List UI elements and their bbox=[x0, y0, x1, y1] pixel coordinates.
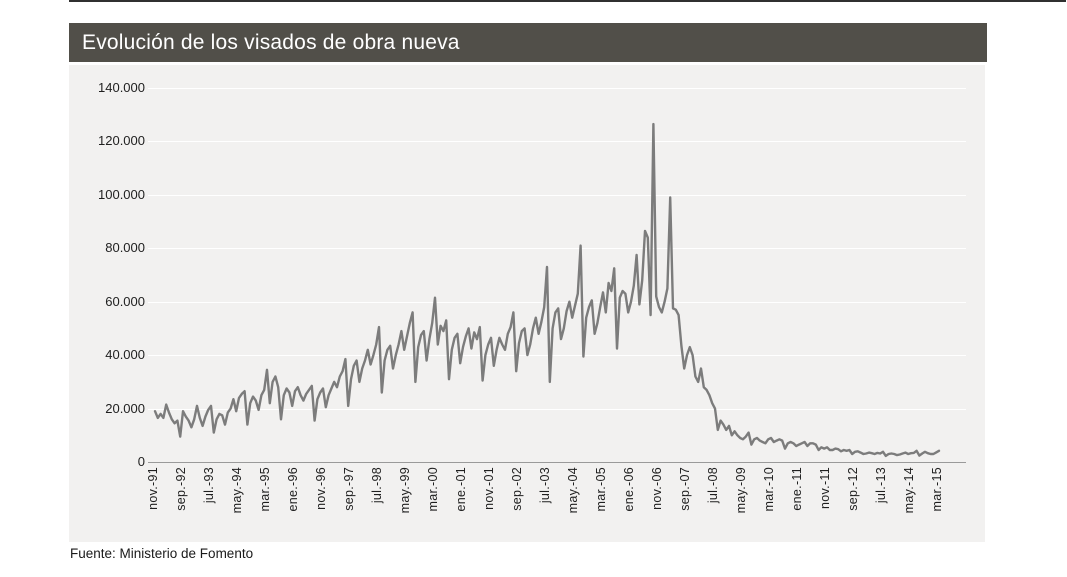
x-tick-label: mar.-15 bbox=[930, 467, 944, 512]
top-divider bbox=[69, 0, 1066, 2]
x-tick-label: may.-04 bbox=[566, 467, 580, 514]
y-tick-label: 80.000 bbox=[105, 240, 145, 256]
gridline bbox=[148, 248, 966, 250]
x-tick-label: nov.-11 bbox=[818, 467, 832, 509]
x-tick-label: jul.-08 bbox=[706, 467, 720, 504]
x-tick-label: jul.-03 bbox=[538, 467, 552, 504]
chart-title: Evolución de los visados de obra nueva bbox=[82, 30, 460, 54]
x-tick-label: ene.-96 bbox=[286, 467, 300, 512]
x-tick-label: nov.-01 bbox=[482, 467, 496, 510]
y-tick-label: 100.000 bbox=[98, 186, 145, 202]
x-tick-label: jul.-13 bbox=[874, 467, 888, 504]
x-tick-label: jul.-98 bbox=[370, 467, 384, 504]
gridline bbox=[148, 88, 966, 89]
x-tick-label: mar.-05 bbox=[594, 467, 608, 512]
x-tick-label: ene.-01 bbox=[454, 467, 468, 512]
visados-line bbox=[153, 122, 941, 458]
y-tick-label: 0 bbox=[137, 454, 145, 469]
chart-title-bar: Evolución de los visados de obra nueva bbox=[69, 23, 987, 62]
x-tick-label: sep.-92 bbox=[174, 467, 188, 511]
y-tick-label: 120.000 bbox=[98, 133, 145, 149]
x-tick-label: may.-14 bbox=[902, 467, 916, 514]
y-tick-label: 20.000 bbox=[105, 400, 145, 416]
x-tick-label: mar.-95 bbox=[258, 467, 272, 512]
y-tick-label: 60.000 bbox=[105, 293, 145, 309]
x-tick-label: nov.-91 bbox=[146, 467, 160, 510]
x-tick-label: nov.-96 bbox=[314, 467, 328, 510]
x-tick-label: sep.-12 bbox=[846, 467, 860, 511]
chart-plot-panel: 140.000 120.000 100.000 80.000 60.000 40.000 2… bbox=[69, 65, 985, 542]
x-tick-label: nov.-06 bbox=[650, 467, 664, 510]
x-tick-label: ene.-06 bbox=[622, 467, 636, 512]
x-tick-label: sep.-02 bbox=[510, 467, 524, 511]
x-tick-label: mar.-10 bbox=[762, 467, 776, 512]
x-tick-label: ene.-11 bbox=[790, 467, 804, 511]
gridline bbox=[148, 194, 966, 196]
x-tick-label: may.-99 bbox=[398, 467, 412, 514]
x-tick-label: sep.-07 bbox=[678, 467, 692, 511]
x-tick-label: may.-94 bbox=[230, 467, 244, 514]
gridline bbox=[148, 355, 966, 357]
y-tick-label: 40.000 bbox=[105, 347, 145, 363]
x-tick-label: jul.-93 bbox=[202, 467, 216, 504]
source-caption: Fuente: Ministerio de Fomento bbox=[70, 546, 254, 561]
x-tick-label: sep.-97 bbox=[342, 467, 356, 511]
gridline bbox=[148, 301, 966, 303]
x-axis-line bbox=[148, 462, 966, 463]
gridline bbox=[148, 408, 966, 410]
gridline bbox=[148, 141, 966, 143]
line-series-plot bbox=[153, 122, 941, 458]
x-tick-label: may.-09 bbox=[734, 467, 748, 514]
x-tick-label: mar.-00 bbox=[426, 467, 440, 512]
y-tick-label: 140.000 bbox=[98, 80, 145, 95]
